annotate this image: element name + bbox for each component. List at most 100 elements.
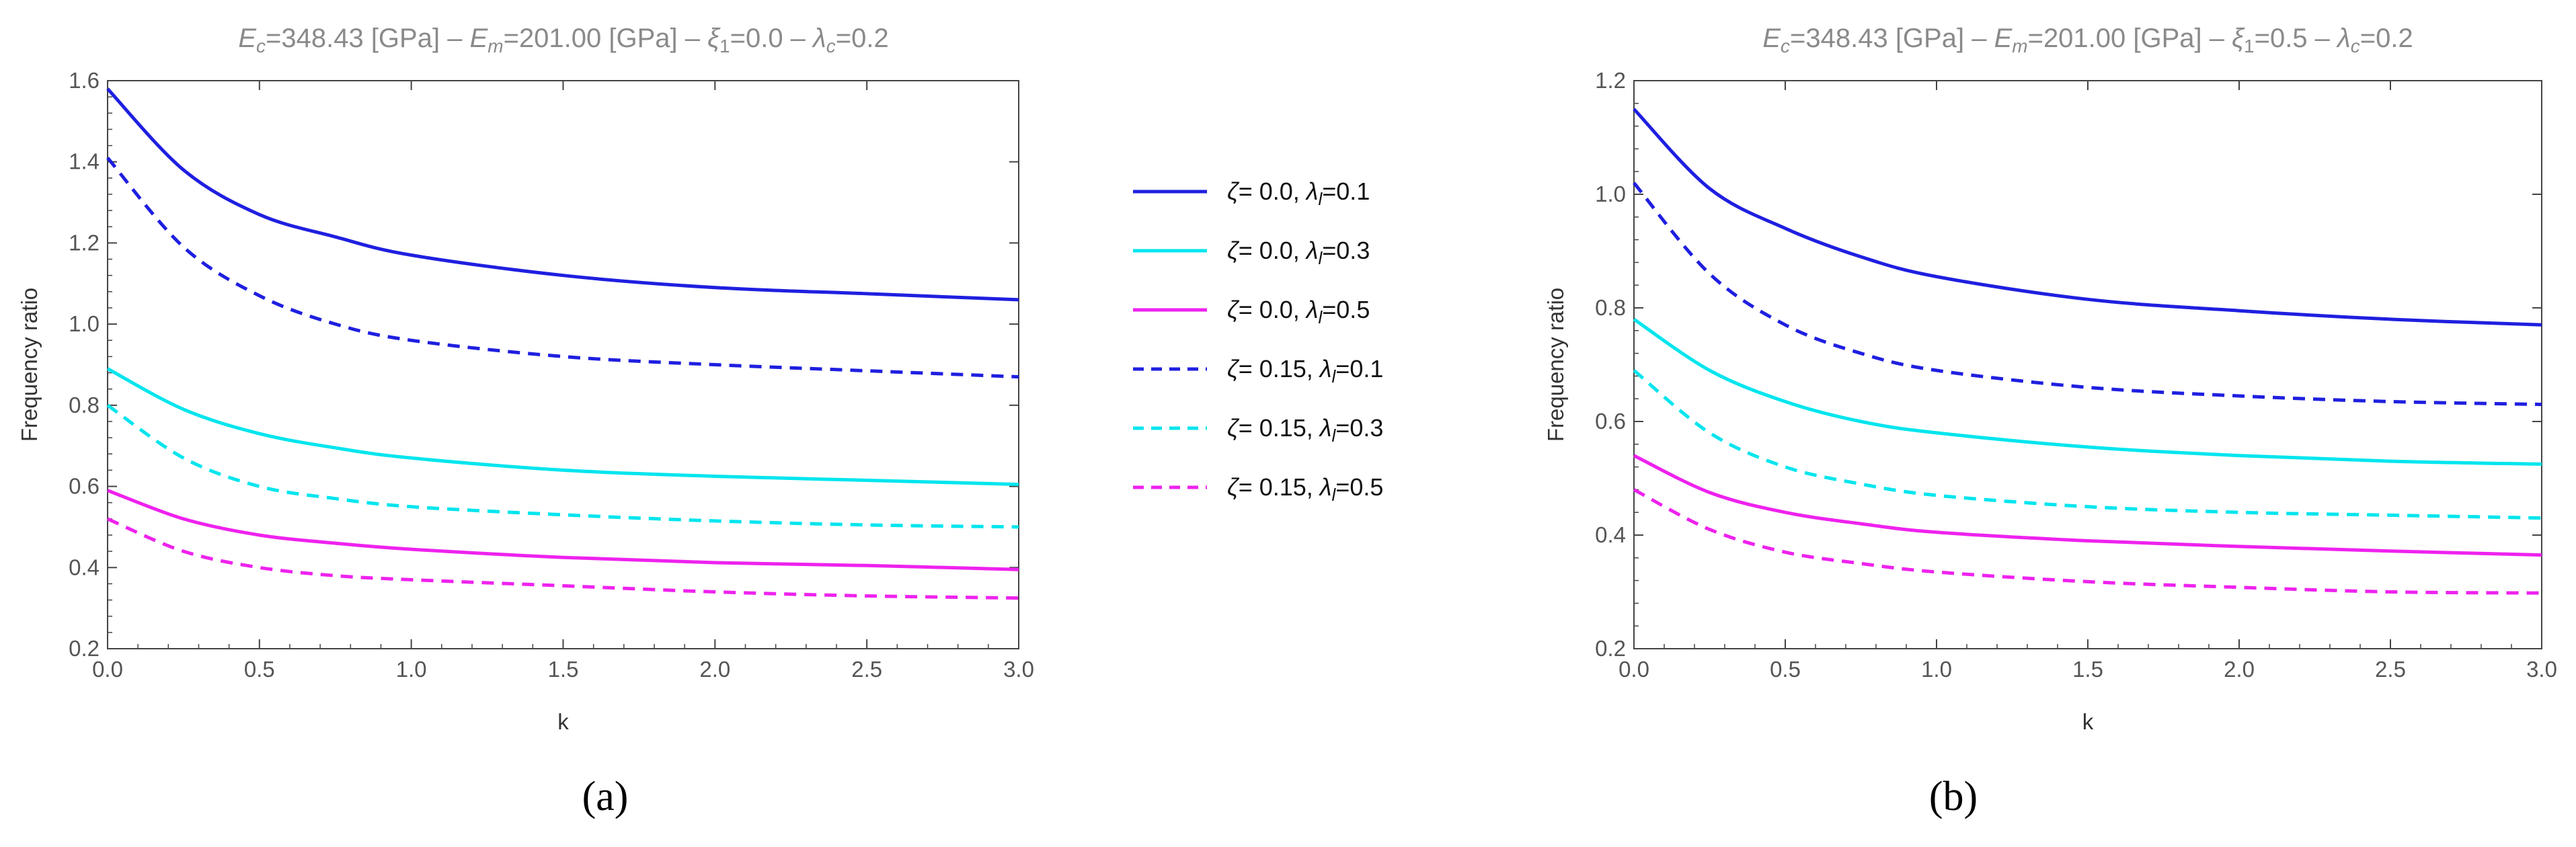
legend-lambda-value: =0.1 [1335, 355, 1383, 382]
y-tick-label: 0.4 [69, 555, 100, 579]
title-ec-sub: c [256, 36, 266, 56]
series-line-6 [1633, 488, 2542, 595]
series-line-6 [107, 517, 1019, 600]
x-axis-label: k [557, 709, 569, 734]
title-lc-value: =0.2 [836, 24, 889, 53]
legend-label: ζ= 0.0, λl=0.5 [1227, 296, 1370, 327]
y-axis-label: Frequency ratio [1543, 288, 1568, 442]
legend-lambda-symbol: λ [1305, 177, 1319, 205]
legend-lambda-symbol: λ [1319, 414, 1332, 442]
title-ec-sub: c [1781, 36, 1790, 56]
y-tick-label: 0.6 [69, 474, 100, 499]
title-lc-sub: c [826, 36, 836, 56]
legend-zeta-value: = 0.0, [1239, 237, 1306, 264]
legend-zeta-symbol: ζ [1227, 473, 1240, 501]
legend-zeta-value: = 0.15, [1239, 473, 1320, 501]
y-tick-label: 1.2 [1595, 68, 1626, 93]
panel-caption: (a) [582, 774, 629, 819]
title-em-value: =201.00 [GPa] – [504, 24, 708, 53]
title-xi-sub: 1 [2244, 36, 2255, 56]
series-line-1 [1633, 108, 2542, 327]
plot-frame [1633, 80, 2542, 649]
y-tick-label: 1.6 [69, 68, 100, 93]
legend-zeta-symbol: ζ [1227, 296, 1240, 323]
legend-lambda-value: =0.5 [1335, 473, 1383, 501]
legend-zeta-symbol: ζ [1227, 414, 1240, 442]
y-tick-label: 1.0 [1595, 182, 1626, 206]
title-lc-sub: c [2351, 36, 2360, 56]
legend-lambda-sub: l [1318, 189, 1323, 209]
series-line-1 [106, 87, 1019, 302]
y-tick-label: 0.6 [1595, 409, 1626, 434]
legend-lambda-value: =0.3 [1322, 237, 1370, 264]
y-tick-label: 0.4 [1595, 522, 1626, 547]
x-tick-label: 0.0 [1618, 657, 1649, 682]
legend-label: ζ= 0.15, λl=0.1 [1227, 355, 1383, 387]
legend-zeta-symbol: ζ [1227, 237, 1240, 264]
chart-title: Ec=348.43 [GPa] – Em=201.00 [GPa] – ξ1=0… [238, 24, 888, 56]
legend-lambda-sub: l [1332, 426, 1337, 446]
x-tick-label: 1.0 [396, 657, 427, 682]
legend-label: ζ= 0.15, λl=0.3 [1227, 414, 1383, 446]
title-ec-value: =348.43 [GPa] – [266, 24, 470, 53]
title-xi-sub: 1 [719, 36, 730, 56]
y-tick-label: 1.0 [69, 311, 100, 336]
title-ec-value: =348.43 [GPa] – [1790, 24, 1994, 53]
legend-lambda-value: =0.3 [1335, 414, 1383, 442]
legend-lambda-symbol: λ [1305, 296, 1319, 323]
x-tick-label: 2.5 [851, 657, 882, 682]
legend-label: ζ= 0.0, λl=0.3 [1227, 237, 1370, 268]
y-tick-label: 1.4 [69, 149, 100, 174]
x-tick-label: 3.0 [1003, 657, 1034, 682]
series-line-3 [107, 489, 1019, 571]
legend-label: ζ= 0.0, λl=0.1 [1227, 177, 1370, 209]
title-ec-symbol: E [238, 24, 257, 53]
y-axis-label: Frequency ratio [17, 288, 42, 442]
y-tick-label: 0.2 [69, 636, 100, 661]
legend-lambda-sub: l [1332, 485, 1337, 505]
title-lc-symbol: λ [812, 24, 826, 53]
legend-lambda-sub: l [1332, 366, 1337, 387]
legend-zeta-value: = 0.0, [1239, 296, 1306, 323]
y-tick-label: 1.2 [69, 230, 100, 255]
legend-zeta-symbol: ζ [1227, 355, 1240, 382]
title-em-sub: m [2012, 36, 2027, 56]
title-xi-value: =0.5 – [2255, 24, 2337, 53]
x-tick-label: 1.0 [1921, 657, 1952, 682]
title-em-symbol: E [470, 24, 489, 53]
title-xi-value: =0.0 – [730, 24, 813, 53]
x-tick-label: 2.0 [2224, 657, 2255, 682]
legend-lambda-value: =0.5 [1322, 296, 1370, 323]
x-tick-label: 2.5 [2375, 657, 2406, 682]
series-line-4 [1633, 182, 2542, 407]
title-xi-symbol: ξ [2232, 24, 2245, 53]
title-em-value: =201.00 [GPa] – [2028, 24, 2232, 53]
legend-zeta-symbol: ζ [1227, 177, 1240, 205]
title-lc-symbol: λ [2336, 24, 2351, 53]
title-xi-symbol: ξ [707, 24, 721, 53]
title-lc-value: =0.2 [2360, 24, 2413, 53]
legend-lambda-sub: l [1318, 248, 1323, 268]
x-tick-label: 3.0 [2526, 657, 2557, 682]
x-axis-label: k [2082, 709, 2094, 734]
legend-zeta-value: = 0.15, [1239, 414, 1320, 442]
x-tick-label: 0.5 [244, 657, 275, 682]
y-tick-label: 0.8 [1595, 295, 1626, 320]
title-em-sub: m [487, 36, 503, 56]
legend-lambda-sub: l [1318, 307, 1323, 327]
legend-lambda-symbol: λ [1319, 355, 1332, 382]
x-tick-label: 0.0 [92, 657, 123, 682]
panel-a: Ec=348.43 [GPa] – Em=201.00 [GPa] – ξ1=0… [17, 24, 1034, 819]
x-tick-label: 2.0 [699, 657, 730, 682]
x-tick-label: 1.5 [2072, 657, 2103, 682]
legend-label: ζ= 0.15, λl=0.5 [1227, 473, 1383, 505]
series-line-5 [1633, 369, 2542, 520]
series-line-5 [106, 403, 1019, 529]
legend: ζ= 0.0, λl=0.1ζ= 0.0, λl=0.3ζ= 0.0, λl=0… [1133, 177, 1383, 505]
series-line-2 [106, 367, 1019, 487]
legend-lambda-symbol: λ [1305, 237, 1319, 264]
title-ec-symbol: E [1762, 24, 1781, 53]
legend-zeta-value: = 0.15, [1239, 355, 1320, 382]
